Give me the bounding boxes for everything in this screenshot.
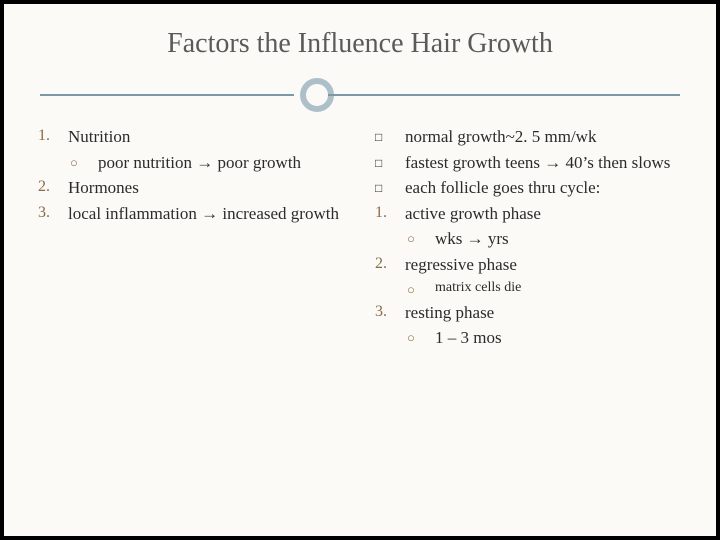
list-text: normal growth~2. 5 mm/wk (405, 124, 688, 150)
list-marker: 3. (375, 300, 405, 326)
list-marker: 2. (38, 175, 68, 201)
square-bullet-icon: □ (375, 175, 405, 201)
circle-bullet-icon: ○ (68, 150, 98, 176)
list-text: Nutrition (68, 124, 351, 150)
list-item: 2. regressive phase (375, 252, 688, 278)
list-item: 2. Hormones (38, 175, 351, 201)
list-item: □ each follicle goes thru cycle: (375, 175, 688, 201)
list-item: 1. Nutrition (38, 124, 351, 150)
slide-title: Factors the Influence Hair Growth (4, 4, 716, 78)
left-column: 1. Nutrition ○ poor nutrition → poor gro… (38, 124, 351, 351)
list-marker: 1. (375, 201, 405, 227)
list-text: poor nutrition → poor growth (98, 150, 351, 176)
slide: Factors the Influence Hair Growth 1. Nut… (4, 4, 716, 536)
list-text: Hormones (68, 175, 351, 201)
content-columns: 1. Nutrition ○ poor nutrition → poor gro… (4, 124, 716, 351)
divider-line-left (40, 94, 294, 96)
list-item: 3. local inflammation → increased growth (38, 201, 351, 227)
list-item: ○ poor nutrition → poor growth (38, 150, 351, 176)
square-bullet-icon: □ (375, 124, 405, 150)
list-text: local inflammation → increased growth (68, 201, 351, 227)
list-text: regressive phase (405, 252, 688, 278)
list-text: fastest growth teens → 40’s then slows (405, 150, 688, 176)
list-item: □ normal growth~2. 5 mm/wk (375, 124, 688, 150)
divider-line-right (328, 94, 680, 96)
list-text: resting phase (405, 300, 688, 326)
list-text: wks → yrs (435, 226, 688, 252)
list-text: 1 – 3 mos (435, 325, 688, 351)
circle-bullet-icon: ○ (405, 226, 435, 252)
list-text: each follicle goes thru cycle: (405, 175, 688, 201)
circle-bullet-icon: ○ (405, 325, 435, 351)
list-item: ○ matrix cells die (375, 277, 688, 300)
list-item: 1. active growth phase (375, 201, 688, 227)
list-marker: 3. (38, 201, 68, 227)
list-item: □ fastest growth teens → 40’s then slows (375, 150, 688, 176)
list-item: ○ 1 – 3 mos (375, 325, 688, 351)
list-marker: 1. (38, 124, 68, 150)
list-text: matrix cells die (435, 277, 688, 300)
list-text: active growth phase (405, 201, 688, 227)
divider (4, 78, 716, 112)
list-marker: 2. (375, 252, 405, 278)
list-item: 3. resting phase (375, 300, 688, 326)
square-bullet-icon: □ (375, 150, 405, 176)
circle-bullet-icon: ○ (405, 277, 435, 300)
list-item: ○ wks → yrs (375, 226, 688, 252)
right-column: □ normal growth~2. 5 mm/wk □ fastest gro… (369, 124, 688, 351)
